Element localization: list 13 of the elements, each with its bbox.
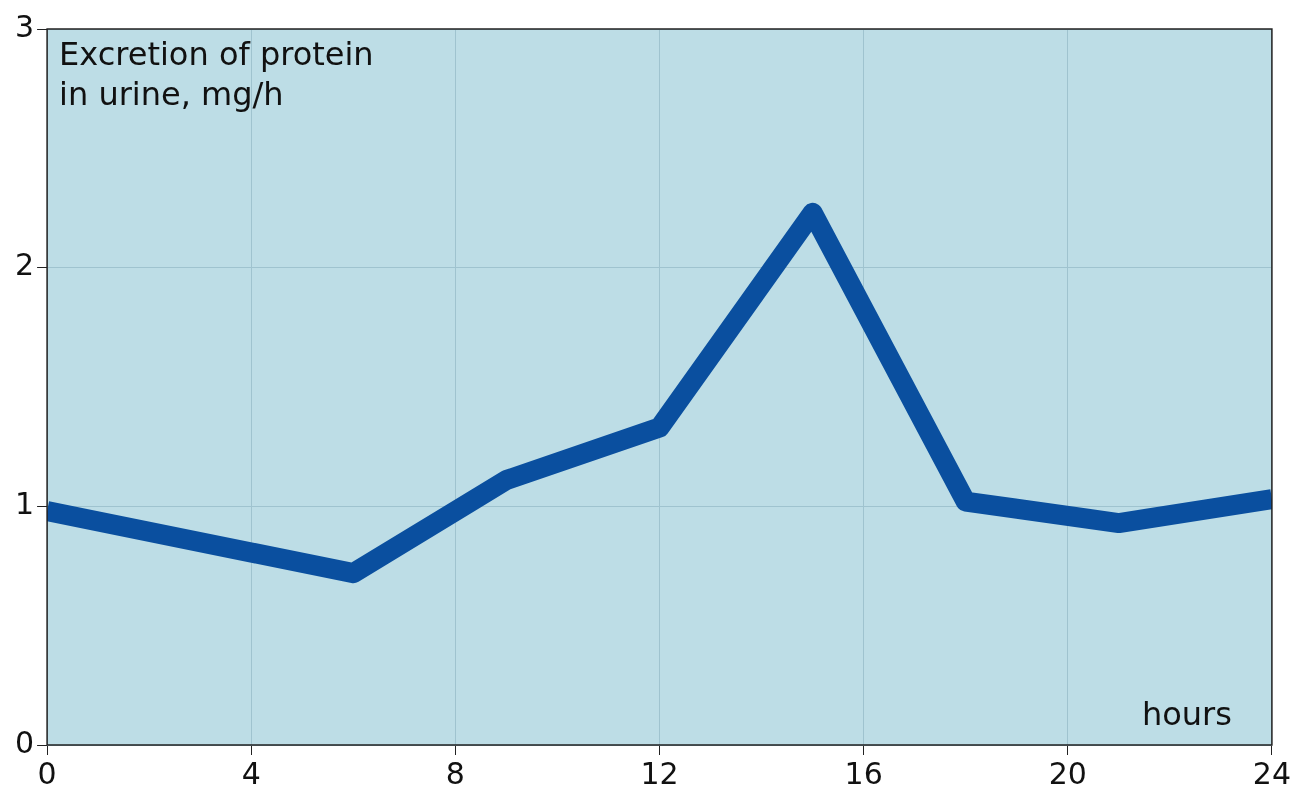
y-axis-title: Excretion of protein in urine, mg/h	[59, 35, 374, 114]
x-axis-title: hours	[1141, 695, 1232, 734]
x-tick-label: 16	[844, 755, 883, 791]
y-tick-label: 1	[14, 486, 35, 522]
x-tick-label: 4	[241, 755, 261, 791]
y-tick-label: 0	[14, 724, 35, 760]
x-tick-label: 0	[37, 755, 57, 791]
x-tick-label: 24	[1252, 755, 1292, 791]
x-tick-label: 12	[640, 755, 679, 791]
y-tick-label: 3	[14, 8, 35, 44]
y-tick-label: 2	[14, 247, 35, 283]
x-tick-label: 8	[445, 755, 465, 791]
x-tick-label: 20	[1048, 755, 1087, 791]
